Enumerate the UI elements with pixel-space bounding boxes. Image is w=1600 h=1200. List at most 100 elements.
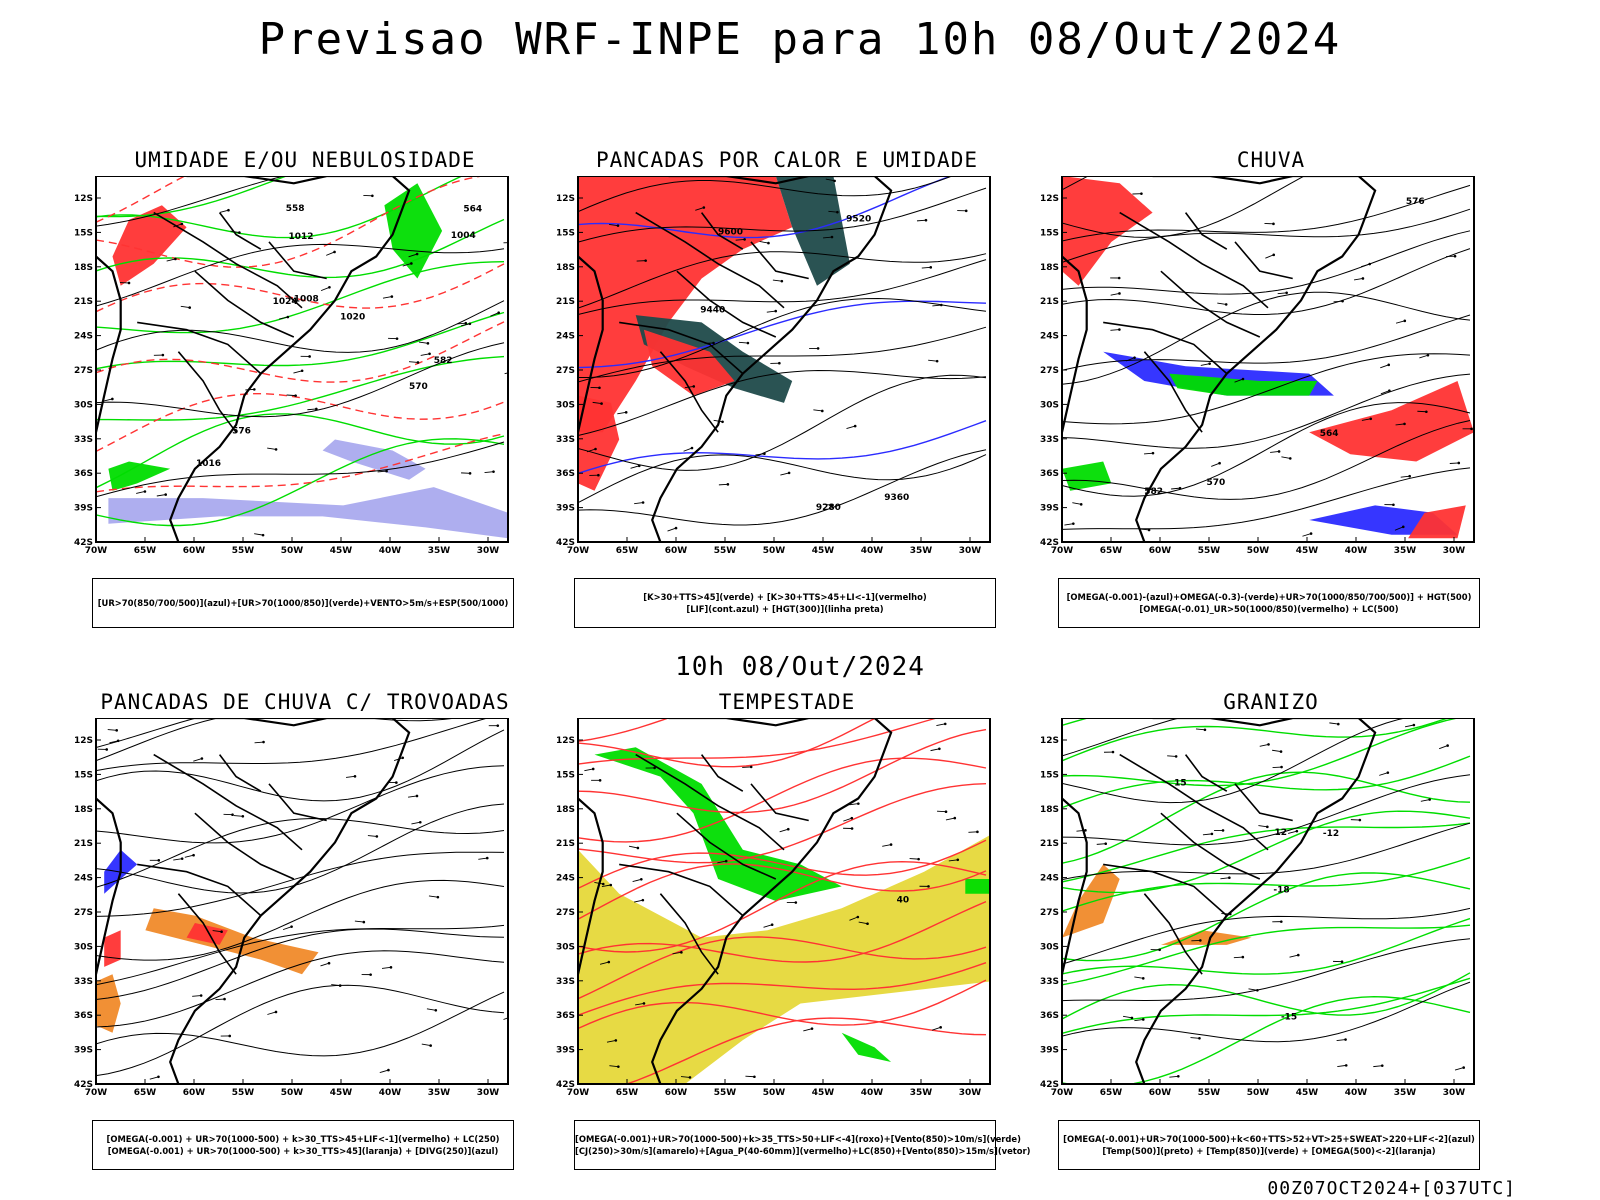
wind-arrow-head xyxy=(850,816,854,820)
map-umidade: 1008101210161004102010245705765645585821… xyxy=(74,176,509,556)
contour-line-black xyxy=(578,176,954,213)
wind-arrow-head xyxy=(436,895,440,899)
wind-arrow-head xyxy=(940,303,943,307)
lon-label: 30W xyxy=(1443,546,1466,556)
wind-arrow xyxy=(584,768,594,772)
wind-arrow-head xyxy=(227,208,230,212)
wind-arrow-head xyxy=(385,469,388,473)
wind-arrow xyxy=(478,857,488,860)
wind-arrow xyxy=(825,178,835,182)
wind-arrow xyxy=(1169,1075,1179,1078)
shaded-area-orange xyxy=(1062,864,1120,938)
lat-label: 30S xyxy=(556,400,575,410)
map-field-layer: 9600 9520 9440 9360 9280 xyxy=(578,176,987,542)
contour-line-green xyxy=(96,355,505,421)
shaded-area-green xyxy=(965,879,990,894)
wind-arrow xyxy=(1302,533,1312,537)
coastline xyxy=(1135,718,1377,1084)
contour-line-black xyxy=(96,924,505,986)
wind-arrow xyxy=(1143,452,1154,455)
wind-arrow xyxy=(192,995,202,997)
wind-arrow-head xyxy=(594,447,597,451)
wind-arrow-head xyxy=(161,353,165,357)
lat-label: 21S xyxy=(1040,297,1059,307)
lon-label: 55W xyxy=(1198,546,1221,556)
wind-arrow-head xyxy=(820,409,824,413)
wind-arrow-head xyxy=(780,279,784,283)
contour-line-red xyxy=(578,900,987,963)
contour-label: 9360 xyxy=(884,493,909,503)
wind-arrow-head xyxy=(964,209,968,213)
wind-arrow-head xyxy=(857,802,860,805)
map-frame xyxy=(577,176,991,543)
wind-arrow xyxy=(1439,745,1448,750)
lon-label: 65W xyxy=(616,546,639,556)
wind-arrow-head xyxy=(429,1044,432,1047)
wind-arrow xyxy=(735,238,745,241)
wind-arrow-head xyxy=(1228,876,1231,880)
wind-arrow xyxy=(367,835,377,837)
wind-arrow-head xyxy=(956,858,960,862)
wind-arrow-head xyxy=(496,724,500,727)
wind-arrow-head xyxy=(850,827,854,830)
contour-line-green xyxy=(96,261,505,334)
wind-arrow-head xyxy=(1388,389,1391,393)
wind-arrow xyxy=(763,924,773,928)
wind-arrow-head xyxy=(1198,1036,1201,1040)
wind-arrow-head xyxy=(395,781,398,784)
contour-line-green xyxy=(1062,977,1471,1034)
wind-arrow-head xyxy=(642,1002,646,1005)
wind-arrow-head xyxy=(327,961,331,965)
wind-arrow-head xyxy=(164,493,167,496)
wind-arrow-head xyxy=(1079,503,1083,506)
lat-label: 39S xyxy=(74,1046,93,1056)
wind-arrow xyxy=(184,854,194,858)
contour-line-green xyxy=(1062,924,1471,986)
wind-arrow xyxy=(932,304,942,307)
wind-arrow-head xyxy=(692,385,696,388)
wind-arrow-head xyxy=(680,951,683,954)
contour-label: 12 xyxy=(1274,828,1287,838)
wind-arrow xyxy=(779,828,789,833)
wind-arrow-head xyxy=(468,322,472,326)
contour-line-red xyxy=(578,783,987,864)
contour-line-red xyxy=(578,936,987,1000)
wind-arrow xyxy=(1329,722,1339,725)
lon-label: 40W xyxy=(861,546,884,556)
wind-arrow-head xyxy=(200,757,204,760)
country-border xyxy=(1160,270,1261,338)
wind-arrow xyxy=(1167,755,1177,757)
wind-arrow-head xyxy=(641,501,645,504)
panel-title: UMIDADE E/OU NEBULOSIDADE xyxy=(134,148,476,172)
contour-line-green xyxy=(1062,972,1471,1020)
contour-line-green xyxy=(96,413,505,489)
country-border xyxy=(635,753,785,851)
lat-label: 15S xyxy=(556,770,575,780)
wind-arrow-head xyxy=(468,472,472,475)
wind-arrow-head xyxy=(830,503,834,507)
wind-arrow xyxy=(633,899,643,903)
wind-arrow xyxy=(846,425,856,429)
wind-arrow-head xyxy=(836,210,839,214)
wind-arrow-head xyxy=(943,722,947,726)
wind-arrow xyxy=(1288,830,1297,834)
wind-arrow-head xyxy=(1151,451,1155,455)
shaded-area-red xyxy=(1309,381,1474,462)
wind-arrow xyxy=(1380,390,1390,395)
wind-arrow-head xyxy=(274,1010,278,1014)
wind-arrow-head xyxy=(1288,457,1292,460)
wind-arrow-head xyxy=(199,994,203,997)
contour-line-black xyxy=(578,449,987,526)
country-border xyxy=(659,351,719,433)
legend-box: [OMEGA(-0.001)+UR>70(1000-500)+k>35_TTS>… xyxy=(574,1120,1031,1170)
wind-arrow xyxy=(1211,462,1220,467)
legend-line: [UR>70(850/700/500)](azul)+[UR>70(1000/8… xyxy=(97,598,509,608)
wind-arrow xyxy=(1064,523,1074,526)
wind-arrow-head xyxy=(241,814,245,818)
wind-arrow-head xyxy=(231,813,234,817)
lat-label: 42S xyxy=(74,1080,93,1090)
contour-line-blue xyxy=(578,420,987,475)
shaded-area-red xyxy=(1062,176,1153,286)
wind-arrow xyxy=(1419,354,1429,359)
shaded-area-red xyxy=(186,923,228,945)
